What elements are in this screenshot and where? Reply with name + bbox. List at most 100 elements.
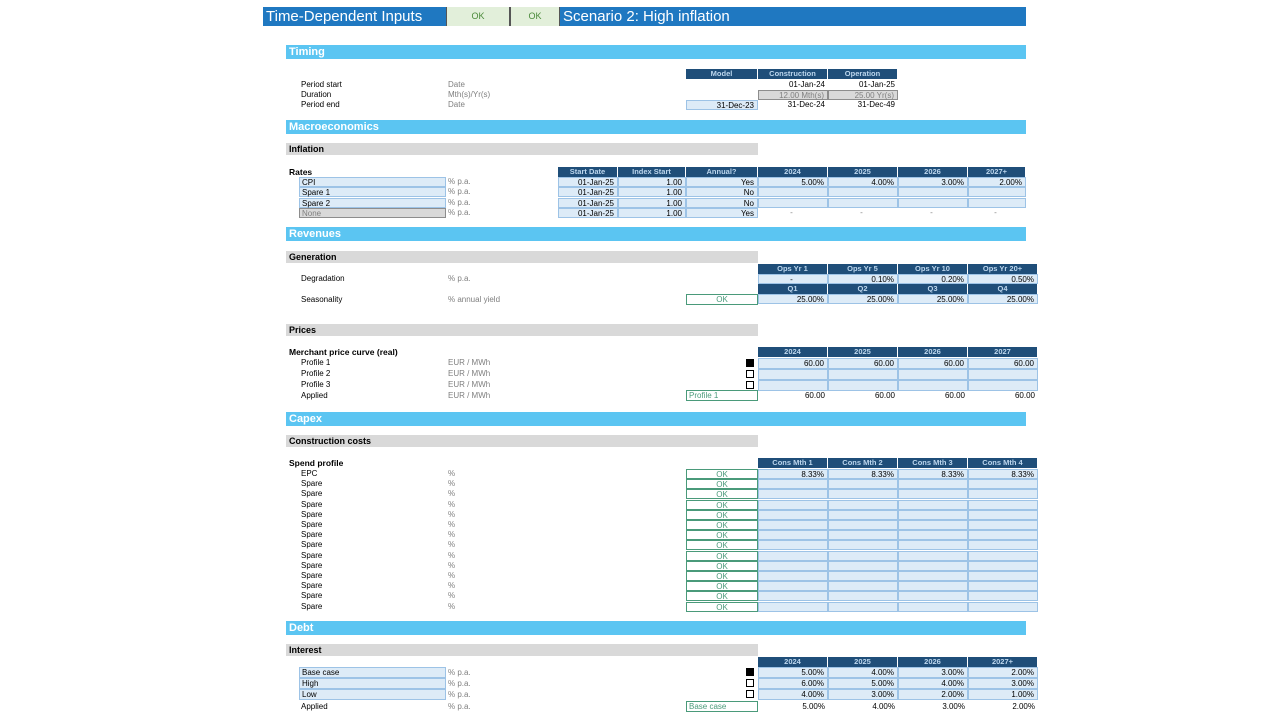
interest-input[interactable]: 2.00%	[898, 689, 968, 700]
spend-input[interactable]	[758, 581, 828, 592]
spend-input[interactable]	[758, 530, 828, 541]
rate-index-start-input[interactable]: 1.00	[618, 187, 686, 198]
spend-input[interactable]	[968, 550, 1038, 561]
rate-start-date-input[interactable]: 01-Jan-25	[558, 187, 618, 198]
rate-annual-input[interactable]: No	[686, 197, 758, 208]
spend-input[interactable]	[828, 520, 898, 530]
interest-input[interactable]: 6.00%	[758, 678, 828, 689]
profile-checkbox[interactable]	[746, 381, 754, 389]
interest-input[interactable]: 1.00%	[968, 689, 1038, 700]
case-checkbox[interactable]	[746, 668, 754, 676]
duration-construction-input[interactable]: 12.00 Mth(s)	[758, 90, 828, 100]
spend-input[interactable]	[898, 560, 968, 571]
degradation-input[interactable]: 0.20%	[898, 274, 968, 284]
spend-input[interactable]	[968, 591, 1038, 602]
spend-input[interactable]	[828, 509, 898, 520]
spend-input[interactable]	[968, 530, 1038, 541]
price-input[interactable]	[968, 369, 1038, 380]
interest-input[interactable]: 4.00%	[758, 689, 828, 700]
rate-start-date-input[interactable]: 01-Jan-25	[558, 207, 618, 218]
spend-input[interactable]	[828, 550, 898, 561]
spend-input[interactable]	[758, 591, 828, 602]
applied-profile-select[interactable]: Profile 1	[686, 390, 758, 401]
degradation-input[interactable]: -	[758, 274, 828, 284]
spend-input[interactable]	[968, 601, 1038, 612]
rate-value-cell[interactable]	[828, 197, 898, 208]
interest-input[interactable]: 4.00%	[828, 667, 898, 678]
price-input[interactable]	[968, 380, 1038, 391]
price-input[interactable]: 60.00	[898, 358, 968, 369]
rate-value-cell[interactable]	[828, 187, 898, 198]
spend-input[interactable]	[828, 601, 898, 612]
case-name-input[interactable]: Base case	[299, 667, 446, 678]
spend-input[interactable]	[968, 520, 1038, 530]
spend-input[interactable]	[828, 581, 898, 592]
interest-input[interactable]: 2.00%	[968, 667, 1038, 678]
degradation-input[interactable]: 0.50%	[968, 274, 1038, 284]
rate-value-cell[interactable]	[968, 197, 1026, 208]
spend-input[interactable]: 8.33%	[828, 469, 898, 479]
rate-name-input[interactable]: CPI	[299, 177, 446, 187]
profile-checkbox[interactable]	[746, 359, 754, 367]
spend-input[interactable]	[828, 560, 898, 571]
price-input[interactable]	[898, 369, 968, 380]
price-input[interactable]	[758, 380, 828, 391]
rate-start-date-input[interactable]: 01-Jan-25	[558, 177, 618, 187]
spend-input[interactable]	[898, 520, 968, 530]
spend-input[interactable]	[968, 479, 1038, 490]
spend-input[interactable]: 8.33%	[968, 469, 1038, 479]
spend-input[interactable]	[828, 489, 898, 500]
rate-annual-input[interactable]: Yes	[686, 207, 758, 218]
rate-name-input[interactable]: Spare 1	[299, 187, 446, 198]
case-checkbox[interactable]	[746, 679, 754, 687]
spend-input[interactable]	[758, 509, 828, 520]
spend-input[interactable]	[758, 571, 828, 581]
price-input[interactable]	[898, 380, 968, 391]
spend-input[interactable]	[828, 571, 898, 581]
spend-input[interactable]	[758, 601, 828, 612]
profile-checkbox[interactable]	[746, 370, 754, 378]
price-input[interactable]: 60.00	[758, 358, 828, 369]
degradation-input[interactable]: 0.10%	[828, 274, 898, 284]
spend-input[interactable]	[898, 530, 968, 541]
spend-input[interactable]	[758, 479, 828, 490]
spend-input[interactable]	[968, 560, 1038, 571]
rate-annual-input[interactable]: Yes	[686, 177, 758, 187]
spend-input[interactable]	[828, 499, 898, 510]
spend-input[interactable]	[828, 591, 898, 602]
spend-input[interactable]	[898, 509, 968, 520]
interest-input[interactable]: 3.00%	[968, 678, 1038, 689]
rate-annual-input[interactable]: No	[686, 187, 758, 198]
spend-input[interactable]: 8.33%	[758, 469, 828, 479]
price-input[interactable]	[758, 369, 828, 380]
rate-value-cell[interactable]	[758, 197, 828, 208]
spend-input[interactable]	[898, 581, 968, 592]
spend-input[interactable]	[968, 499, 1038, 510]
rate-value-cell[interactable]: 5.00%	[758, 177, 828, 187]
spend-input[interactable]	[758, 550, 828, 561]
spend-input[interactable]	[968, 540, 1038, 551]
spend-input[interactable]: 8.33%	[898, 469, 968, 479]
spend-input[interactable]	[898, 571, 968, 581]
spend-input[interactable]	[898, 540, 968, 551]
spend-input[interactable]	[898, 489, 968, 500]
rate-value-cell[interactable]: 2.00%	[968, 177, 1026, 187]
rate-index-start-input[interactable]: 1.00	[618, 207, 686, 218]
price-input[interactable]: 60.00	[968, 358, 1038, 369]
rate-value-cell[interactable]	[898, 187, 968, 198]
rate-value-cell[interactable]: 3.00%	[898, 177, 968, 187]
spend-input[interactable]	[758, 499, 828, 510]
spend-input[interactable]	[758, 540, 828, 551]
model-end-date-input[interactable]: 31-Dec-23	[686, 100, 758, 110]
spend-input[interactable]	[828, 479, 898, 490]
spend-input[interactable]	[968, 509, 1038, 520]
spend-input[interactable]	[968, 581, 1038, 592]
rate-name-input[interactable]: None	[299, 207, 446, 218]
spend-input[interactable]	[758, 489, 828, 500]
spend-input[interactable]	[898, 550, 968, 561]
spend-input[interactable]	[828, 540, 898, 551]
rate-value-cell[interactable]	[758, 187, 828, 198]
interest-input[interactable]: 4.00%	[898, 678, 968, 689]
spend-input[interactable]	[898, 479, 968, 490]
case-checkbox[interactable]	[746, 690, 754, 698]
